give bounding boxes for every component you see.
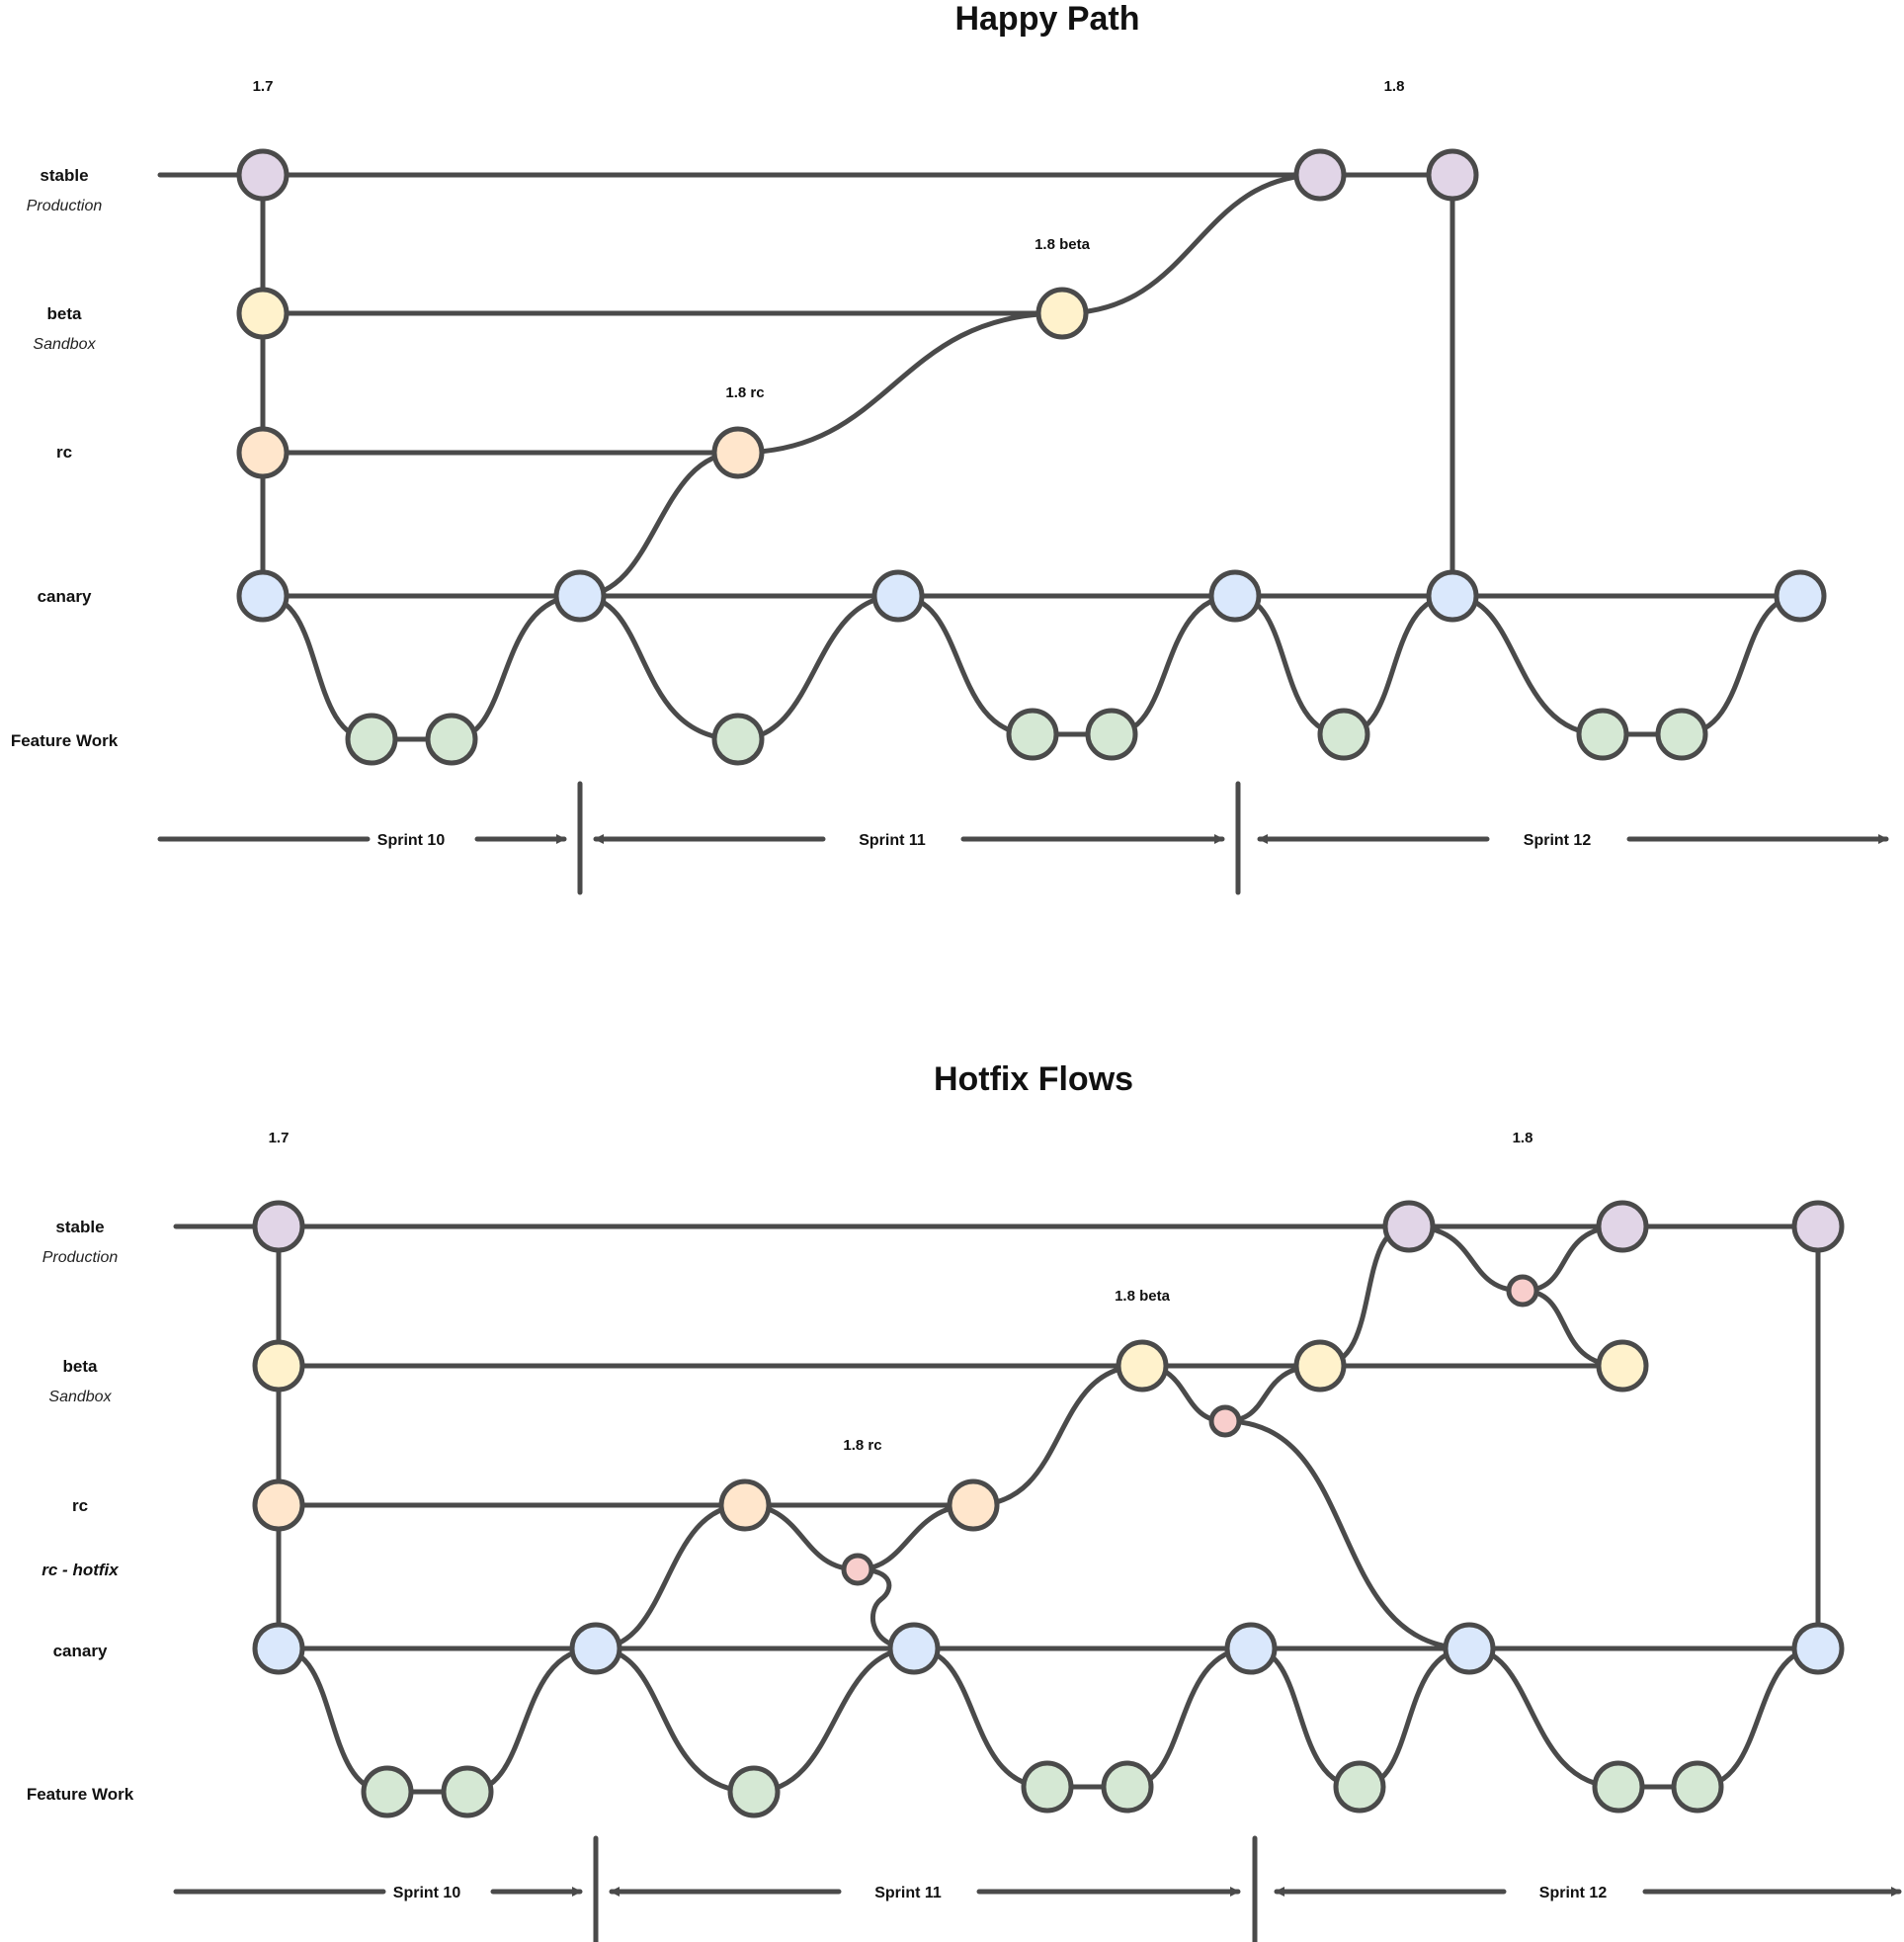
hotfix-tag-1-8: 1.8	[1513, 1130, 1533, 1146]
hotfix-feature-commit	[727, 1765, 781, 1818]
happy-branch-lines	[157, 172, 1803, 742]
happy-stable-commit	[236, 148, 290, 202]
happy-beta-commit	[1035, 287, 1089, 340]
hotfix-lane-stable-sub: Production	[42, 1249, 119, 1266]
hotfix-lane-stable: stable	[55, 1218, 104, 1236]
happy-sprint-11: Sprint 11	[859, 832, 926, 849]
hotfix-rc-commit	[947, 1478, 1000, 1532]
happy-feature-commit	[1576, 708, 1629, 761]
happy-feature-commit	[1317, 708, 1370, 761]
hotfix-canary-commit	[1224, 1622, 1278, 1675]
hotfix-rc-commit	[252, 1478, 305, 1532]
hotfix-canary-commit	[569, 1622, 622, 1675]
hotfix-lane-beta: beta	[63, 1357, 99, 1376]
happy-sprint-timeline: Sprint 10 Sprint 11 Sprint 12	[157, 781, 1889, 895]
hotfix-commit-nodes	[252, 1200, 1845, 1818]
hotfix-feature-commit	[1021, 1760, 1074, 1814]
hotfix-lane-feature: Feature Work	[27, 1785, 134, 1804]
happy-canary-commit	[1426, 569, 1479, 623]
happy-canary-commit	[871, 569, 925, 623]
happy-sprint-12: Sprint 12	[1524, 832, 1592, 849]
happy-tag-1-7: 1.7	[253, 78, 274, 95]
hotfix-feature-commit	[1592, 1760, 1645, 1814]
happy-feature-commit	[711, 713, 765, 766]
happy-feature-commit	[425, 713, 478, 766]
hotfix-canary-commit	[887, 1622, 941, 1675]
hotfix-stable-commit	[1382, 1200, 1436, 1253]
hotfix-sprint-timeline: Sprint 10 Sprint 11 Sprint 12	[173, 1835, 1902, 1942]
hotfix-lane-beta-sub: Sandbox	[48, 1389, 112, 1405]
happy-path-diagram: Happy Path stable Production beta Sandbo…	[11, 0, 1889, 895]
hotfix-stable-commit	[1596, 1200, 1649, 1253]
happy-lane-stable-sub: Production	[27, 198, 103, 214]
hotfix-lane-canary: canary	[53, 1642, 108, 1660]
happy-tag-1-8: 1.8	[1384, 78, 1405, 95]
hotfix-canary-commit	[1443, 1622, 1496, 1675]
hotfix-tag-1-8-beta: 1.8 beta	[1115, 1288, 1171, 1305]
hotfix-feature-commit	[361, 1765, 414, 1818]
happy-feature-commit	[345, 713, 398, 766]
happy-canary-commit	[1208, 569, 1262, 623]
happy-tag-1-8-beta: 1.8 beta	[1035, 236, 1091, 253]
happy-lane-rc: rc	[56, 443, 72, 462]
hotfix-stable-commit	[252, 1200, 305, 1253]
hotfix-tag-1-8-rc: 1.8 rc	[843, 1437, 881, 1454]
happy-rc-commit	[236, 426, 290, 479]
happy-feature-commit	[1655, 708, 1708, 761]
happy-rc-commit	[711, 426, 765, 479]
hotfix-beta-commit	[1596, 1339, 1649, 1393]
happy-lane-feature: Feature Work	[11, 731, 119, 750]
happy-lane-canary: canary	[38, 587, 92, 606]
happy-commit-nodes	[236, 148, 1827, 766]
hotfix-lane-rc-hotfix: rc - hotfix	[41, 1561, 120, 1579]
hotfix-beta-commit	[1116, 1339, 1169, 1393]
hotfix-lane-rc: rc	[72, 1496, 88, 1515]
happy-canary-commit	[1774, 569, 1827, 623]
hotfix-rc-commit	[718, 1478, 772, 1532]
happy-stable-commit	[1293, 148, 1347, 202]
happy-lane-stable: stable	[40, 166, 88, 185]
happy-feature-commit	[1085, 708, 1138, 761]
hotfix-stable-hotfix-commit	[1506, 1274, 1539, 1308]
hotfix-sprint-11: Sprint 11	[874, 1885, 942, 1901]
hotfix-feature-commit	[1671, 1760, 1724, 1814]
happy-tag-1-8-rc: 1.8 rc	[725, 384, 764, 401]
hotfix-canary-commit	[252, 1622, 305, 1675]
happy-beta-commit	[236, 287, 290, 340]
happy-canary-commit	[553, 569, 607, 623]
hotfix-rc-hotfix-commit	[841, 1553, 874, 1586]
hotfix-canary-commit	[1791, 1622, 1845, 1675]
happy-lane-beta: beta	[47, 304, 83, 323]
hotfix-feature-commit	[441, 1765, 494, 1818]
hotfix-stable-commit	[1791, 1200, 1845, 1253]
hotfix-feature-commit	[1101, 1760, 1154, 1814]
happy-stable-commit	[1426, 148, 1479, 202]
hotfix-beta-commit	[1293, 1339, 1347, 1393]
hotfix-flows-diagram: Hotfix Flows stable Production beta Sand…	[27, 1060, 1902, 1942]
hotfix-title: Hotfix Flows	[934, 1060, 1133, 1098]
hotfix-feature-commit	[1333, 1760, 1386, 1814]
happy-lane-beta-sub: Sandbox	[33, 336, 96, 353]
happy-title: Happy Path	[954, 0, 1139, 38]
hotfix-tag-1-7: 1.7	[269, 1130, 290, 1146]
happy-feature-commit	[1006, 708, 1059, 761]
hotfix-sprint-12: Sprint 12	[1539, 1885, 1608, 1901]
hotfix-beta-hotfix-commit	[1208, 1404, 1242, 1438]
hotfix-sprint-10: Sprint 10	[393, 1885, 461, 1901]
happy-canary-commit	[236, 569, 290, 623]
hotfix-beta-commit	[252, 1339, 305, 1393]
happy-sprint-10: Sprint 10	[377, 832, 446, 849]
